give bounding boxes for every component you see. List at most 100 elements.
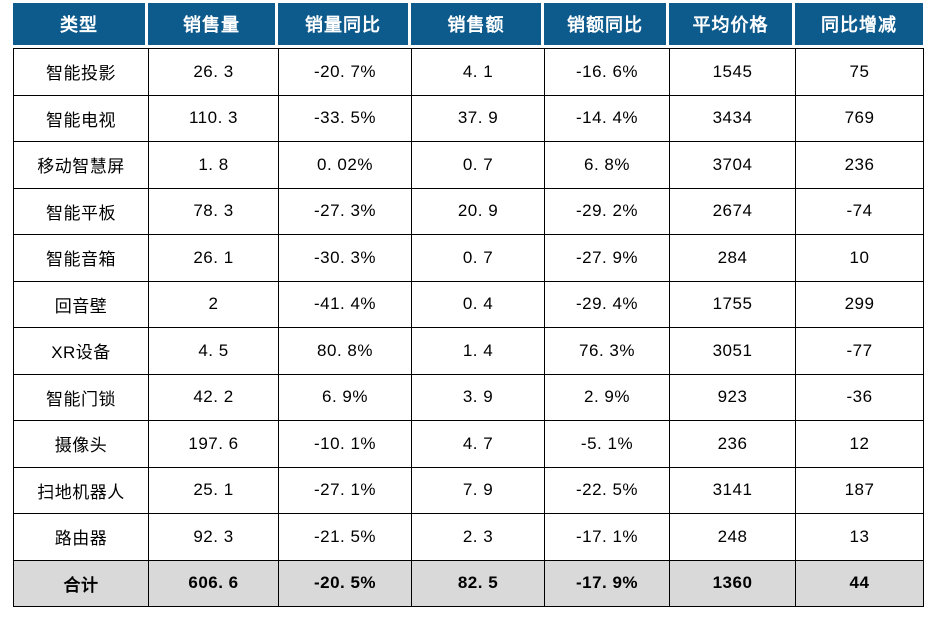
cell-avg-price: 3434 <box>669 94 796 142</box>
cell-type: 智能平板 <box>13 187 149 235</box>
cell-volume-yoy: 6. 9% <box>278 373 412 421</box>
cell-yoy-change: 236 <box>795 141 924 189</box>
table-row: 回音壁 2 -41. 4% 0. 4 -29. 4% 1755 299 <box>13 280 924 328</box>
cell-sales-amount: 82. 5 <box>411 559 545 607</box>
table-row: 移动智慧屏 1. 8 0. 02% 0. 7 6. 8% 3704 236 <box>13 141 924 189</box>
cell-avg-price: 248 <box>669 513 796 561</box>
cell-sales-volume: 4. 5 <box>148 327 279 375</box>
table-header-row: 类型 销售量 销量同比 销售额 销额同比 平均价格 同比增减 <box>13 3 923 45</box>
cell-yoy-change: 10 <box>795 234 924 282</box>
cell-sales-volume: 110. 3 <box>148 94 279 142</box>
table-row: 扫地机器人 25. 1 -27. 1% 7. 9 -22. 5% 3141 187 <box>13 466 924 514</box>
cell-type: 智能电视 <box>13 94 149 142</box>
cell-volume-yoy: -27. 1% <box>278 466 412 514</box>
cell-yoy-change: -74 <box>795 187 924 235</box>
cell-volume-yoy: -21. 5% <box>278 513 412 561</box>
cell-sales-amount: 0. 4 <box>411 280 545 328</box>
cell-amount-yoy: -17. 1% <box>544 513 670 561</box>
cell-volume-yoy: 80. 8% <box>278 327 412 375</box>
table-row: 智能门锁 42. 2 6. 9% 3. 9 2. 9% 923 -36 <box>13 373 924 421</box>
cell-amount-yoy: -5. 1% <box>544 420 670 468</box>
cell-volume-yoy: -20. 7% <box>278 48 412 96</box>
cell-yoy-change: 187 <box>795 466 924 514</box>
cell-type: XR设备 <box>13 327 149 375</box>
cell-yoy-change: -36 <box>795 373 924 421</box>
table-row: 智能平板 78. 3 -27. 3% 20. 9 -29. 2% 2674 -74 <box>13 187 924 235</box>
cell-amount-yoy: 76. 3% <box>544 327 670 375</box>
cell-avg-price: 1755 <box>669 280 796 328</box>
column-header-volume-yoy: 销量同比 <box>278 3 411 45</box>
column-header-yoy-change: 同比增减 <box>795 3 923 45</box>
cell-sales-volume: 42. 2 <box>148 373 279 421</box>
cell-type: 回音壁 <box>13 280 149 328</box>
cell-sales-volume: 197. 6 <box>148 420 279 468</box>
cell-sales-volume: 2 <box>148 280 279 328</box>
cell-sales-amount: 20. 9 <box>411 187 545 235</box>
cell-volume-yoy: -30. 3% <box>278 234 412 282</box>
cell-sales-amount: 2. 3 <box>411 513 545 561</box>
cell-amount-yoy: -29. 2% <box>544 187 670 235</box>
column-header-amount-yoy: 销额同比 <box>544 3 669 45</box>
cell-avg-price: 923 <box>669 373 796 421</box>
table-row: 路由器 92. 3 -21. 5% 2. 3 -17. 1% 248 13 <box>13 513 924 561</box>
cell-type: 摄像头 <box>13 420 149 468</box>
cell-amount-yoy: 2. 9% <box>544 373 670 421</box>
cell-volume-yoy: -41. 4% <box>278 280 412 328</box>
cell-amount-yoy: -22. 5% <box>544 466 670 514</box>
cell-yoy-change: 44 <box>795 559 924 607</box>
cell-yoy-change: 12 <box>795 420 924 468</box>
cell-yoy-change: 299 <box>795 280 924 328</box>
cell-volume-yoy: -20. 5% <box>278 559 412 607</box>
table-row: XR设备 4. 5 80. 8% 1. 4 76. 3% 3051 -77 <box>13 327 924 375</box>
cell-sales-amount: 1. 4 <box>411 327 545 375</box>
table-body: 智能投影 26. 3 -20. 7% 4. 1 -16. 6% 1545 75 智能电视 110… <box>13 48 924 607</box>
table-row: 摄像头 197. 6 -10. 1% 4. 7 -5. 1% 236 12 <box>13 420 924 468</box>
cell-amount-yoy: 6. 8% <box>544 141 670 189</box>
cell-avg-price: 3704 <box>669 141 796 189</box>
cell-sales-volume: 25. 1 <box>148 466 279 514</box>
cell-sales-amount: 3. 9 <box>411 373 545 421</box>
cell-volume-yoy: 0. 02% <box>278 141 412 189</box>
cell-amount-yoy: -17. 9% <box>544 559 670 607</box>
table-row: 智能音箱 26. 1 -30. 3% 0. 7 -27. 9% 284 10 <box>13 234 924 282</box>
cell-sales-amount: 4. 7 <box>411 420 545 468</box>
cell-type: 智能投影 <box>13 48 149 96</box>
cell-type: 合计 <box>13 559 149 607</box>
table-row: 智能电视 110. 3 -33. 5% 37. 9 -14. 4% 3434 769 <box>13 94 924 142</box>
cell-type: 智能音箱 <box>13 234 149 282</box>
column-header-sales-volume: 销售量 <box>148 3 278 45</box>
cell-type: 扫地机器人 <box>13 466 149 514</box>
cell-sales-volume: 606. 6 <box>148 559 279 607</box>
cell-avg-price: 284 <box>669 234 796 282</box>
cell-sales-volume: 1. 8 <box>148 141 279 189</box>
sales-table: 类型 销售量 销量同比 销售额 销额同比 平均价格 同比增减 智能投影 26. 3 -20. 7… <box>13 3 924 607</box>
cell-sales-amount: 4. 1 <box>411 48 545 96</box>
table-rows: 智能投影 26. 3 -20. 7% 4. 1 -16. 6% 1545 75 智能电视 110… <box>13 48 924 607</box>
cell-yoy-change: -77 <box>795 327 924 375</box>
column-header-sales-amount: 销售额 <box>411 3 544 45</box>
cell-avg-price: 2674 <box>669 187 796 235</box>
cell-avg-price: 3141 <box>669 466 796 514</box>
cell-avg-price: 1360 <box>669 559 796 607</box>
cell-sales-amount: 7. 9 <box>411 466 545 514</box>
cell-sales-volume: 78. 3 <box>148 187 279 235</box>
cell-sales-amount: 37. 9 <box>411 94 545 142</box>
cell-sales-amount: 0. 7 <box>411 141 545 189</box>
cell-sales-amount: 0. 7 <box>411 234 545 282</box>
cell-volume-yoy: -27. 3% <box>278 187 412 235</box>
cell-amount-yoy: -27. 9% <box>544 234 670 282</box>
cell-amount-yoy: -14. 4% <box>544 94 670 142</box>
total-row: 合计 606. 6 -20. 5% 82. 5 -17. 9% 1360 44 <box>13 559 924 607</box>
cell-yoy-change: 13 <box>795 513 924 561</box>
cell-sales-volume: 92. 3 <box>148 513 279 561</box>
cell-avg-price: 1545 <box>669 48 796 96</box>
cell-type: 路由器 <box>13 513 149 561</box>
cell-amount-yoy: -16. 6% <box>544 48 670 96</box>
cell-type: 智能门锁 <box>13 373 149 421</box>
cell-volume-yoy: -33. 5% <box>278 94 412 142</box>
cell-yoy-change: 75 <box>795 48 924 96</box>
column-header-type: 类型 <box>13 3 148 45</box>
cell-volume-yoy: -10. 1% <box>278 420 412 468</box>
cell-avg-price: 236 <box>669 420 796 468</box>
cell-amount-yoy: -29. 4% <box>544 280 670 328</box>
